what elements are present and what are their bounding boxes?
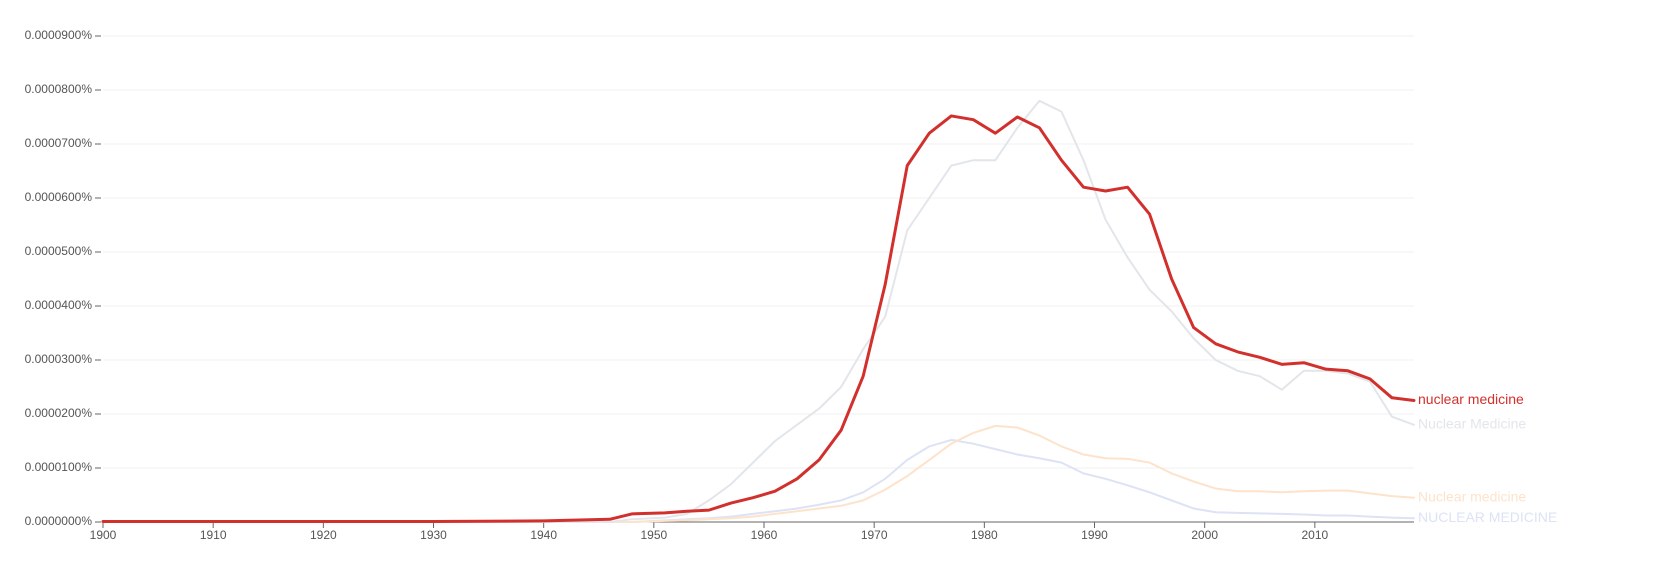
series-line bbox=[102, 438, 1415, 523]
x-tick-label: 1900 bbox=[90, 528, 117, 542]
y-tick-label: 0.0000800% bbox=[25, 82, 93, 96]
y-tick-label: 0.0000500% bbox=[25, 244, 93, 258]
series-line bbox=[102, 99, 1415, 523]
series-line bbox=[102, 424, 1415, 523]
y-tick-label: 0.0000100% bbox=[25, 460, 93, 474]
x-tick-label: 1980 bbox=[971, 528, 998, 542]
y-tick-label: 0.0000700% bbox=[25, 136, 93, 150]
y-tick-label: 0.0000300% bbox=[25, 352, 93, 366]
x-tick-label: 1920 bbox=[310, 528, 337, 542]
x-tick-label: 2010 bbox=[1301, 528, 1328, 542]
x-tick-label: 1910 bbox=[200, 528, 227, 542]
y-tick-label: 0.0000600% bbox=[25, 190, 93, 204]
y-tick-label: 0.0000400% bbox=[25, 298, 93, 312]
end-label: nuclear medicine bbox=[1418, 391, 1524, 407]
y-tick-label: 0.0000000% bbox=[25, 514, 93, 528]
end-label: Nuclear Medicine bbox=[1418, 416, 1526, 432]
series-line bbox=[101, 114, 1416, 523]
x-tick-label: 1990 bbox=[1081, 528, 1108, 542]
y-tick-label: 0.0000900% bbox=[25, 28, 93, 42]
y-tick-label: 0.0000200% bbox=[25, 406, 93, 420]
x-tick-label: 1940 bbox=[530, 528, 557, 542]
x-tick-label: 2000 bbox=[1191, 528, 1218, 542]
end-label: NUCLEAR MEDICINE bbox=[1418, 509, 1557, 525]
x-tick-label: 1950 bbox=[640, 528, 667, 542]
end-label: Nuclear medicine bbox=[1418, 488, 1526, 504]
x-tick-label: 1930 bbox=[420, 528, 447, 542]
x-tick-label: 1960 bbox=[751, 528, 778, 542]
x-tick-label: 1970 bbox=[861, 528, 888, 542]
